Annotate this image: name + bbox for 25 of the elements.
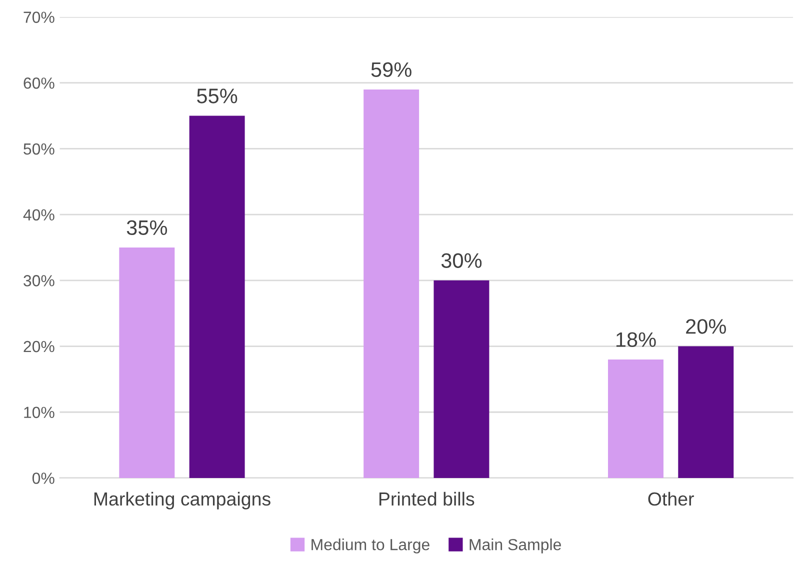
- y-tick-label: 70%: [24, 12, 54, 23]
- legend-label: Main Sample: [470, 538, 561, 554]
- y-tick-label: 10%: [24, 406, 54, 418]
- bar: [189, 116, 245, 478]
- x-tick-label: Marketing campaigns: [94, 492, 270, 510]
- y-tick-label: 20%: [24, 340, 54, 352]
- y-tick-label: 0%: [32, 472, 54, 484]
- bar: [119, 247, 175, 478]
- x-tick-label: Printed bills: [379, 492, 474, 506]
- data-label: 55%: [197, 88, 238, 104]
- data-label: 59%: [371, 62, 412, 77]
- y-tick-label: 60%: [24, 77, 54, 89]
- bar: [434, 280, 490, 478]
- data-label: 20%: [686, 319, 726, 334]
- bar: [678, 346, 734, 478]
- x-tick-label: Other: [648, 492, 694, 506]
- data-label: 35%: [126, 220, 168, 236]
- y-tick-label: 50%: [24, 143, 54, 155]
- bar: [364, 89, 420, 478]
- legend-label: Medium to Large: [312, 538, 430, 554]
- data-label: 30%: [441, 253, 482, 268]
- data-label: 18%: [616, 332, 656, 347]
- y-tick-label: 40%: [23, 209, 54, 221]
- bar: [608, 359, 664, 478]
- y-tick-label: 30%: [24, 275, 54, 286]
